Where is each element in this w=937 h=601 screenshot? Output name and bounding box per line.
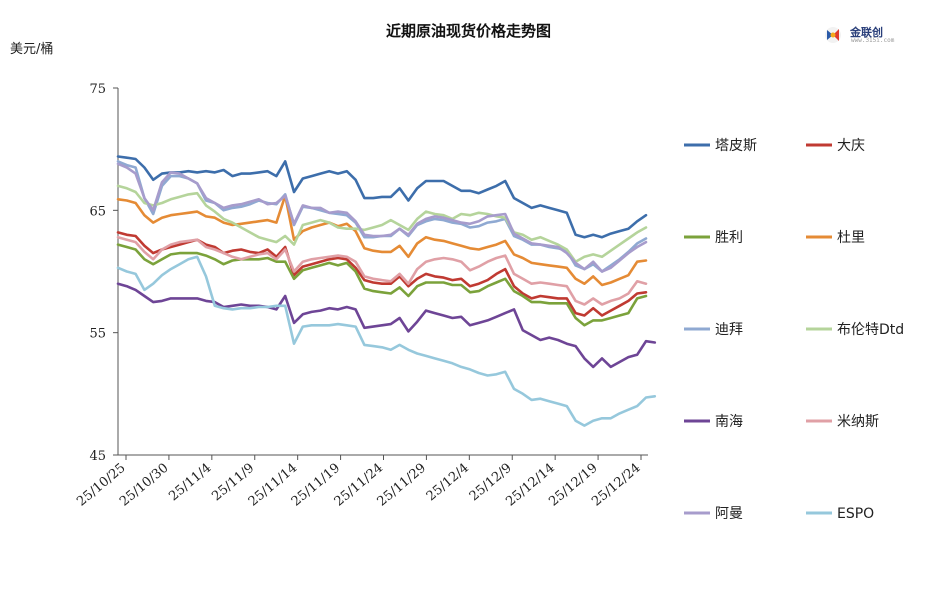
series-line-阿曼	[116, 162, 648, 273]
y-axis-ticks: 45 55 65 75	[89, 82, 118, 464]
y-tick-label: 45	[89, 449, 106, 464]
legend-label: 胜利	[715, 230, 743, 246]
series-lines	[116, 155, 657, 427]
x-tick-label: 25/11/29	[375, 461, 429, 510]
series-line-大庆	[116, 231, 648, 317]
y-tick-label: 65	[89, 204, 106, 219]
series-line-杜里	[116, 194, 648, 287]
series-line-塔皮斯	[116, 155, 648, 239]
chart-title: 近期原油现货价格走势图	[385, 22, 551, 40]
y-axis-unit-label: 美元/桶	[10, 42, 54, 57]
legend-label: ESPO	[837, 506, 874, 522]
series-line-布伦特Dtd	[116, 184, 648, 264]
x-tick-label: 25/10/30	[117, 461, 171, 510]
x-tick-label: 25/12/24	[589, 461, 643, 510]
series-line-胜利	[116, 243, 648, 327]
series-line-ESPO	[116, 255, 657, 427]
brand-logo-url: www.315i.com	[851, 37, 895, 44]
legend-label: 布伦特Dtd	[837, 322, 904, 338]
y-tick-label: 75	[89, 82, 106, 97]
legend-label: 迪拜	[715, 322, 743, 338]
y-tick-label: 55	[89, 327, 106, 342]
series-line-南海	[116, 282, 657, 369]
series-line-米纳斯	[116, 235, 648, 306]
legend-label: 米纳斯	[837, 414, 879, 430]
legend-label: 大庆	[837, 138, 865, 154]
brand-logo-text: 金联创	[850, 26, 883, 39]
x-tick-label: 25/11/4	[166, 461, 214, 505]
brand-logo-icon	[825, 27, 841, 43]
legend-label: 塔皮斯	[715, 138, 757, 154]
x-axis-ticks: 25/10/2525/10/3025/11/425/11/925/11/1425…	[74, 455, 644, 510]
legend-label: 阿曼	[715, 506, 743, 522]
legend-label: 南海	[715, 414, 743, 430]
legend-label: 杜里	[837, 230, 865, 246]
x-tick-label: 25/12/4	[424, 461, 472, 505]
